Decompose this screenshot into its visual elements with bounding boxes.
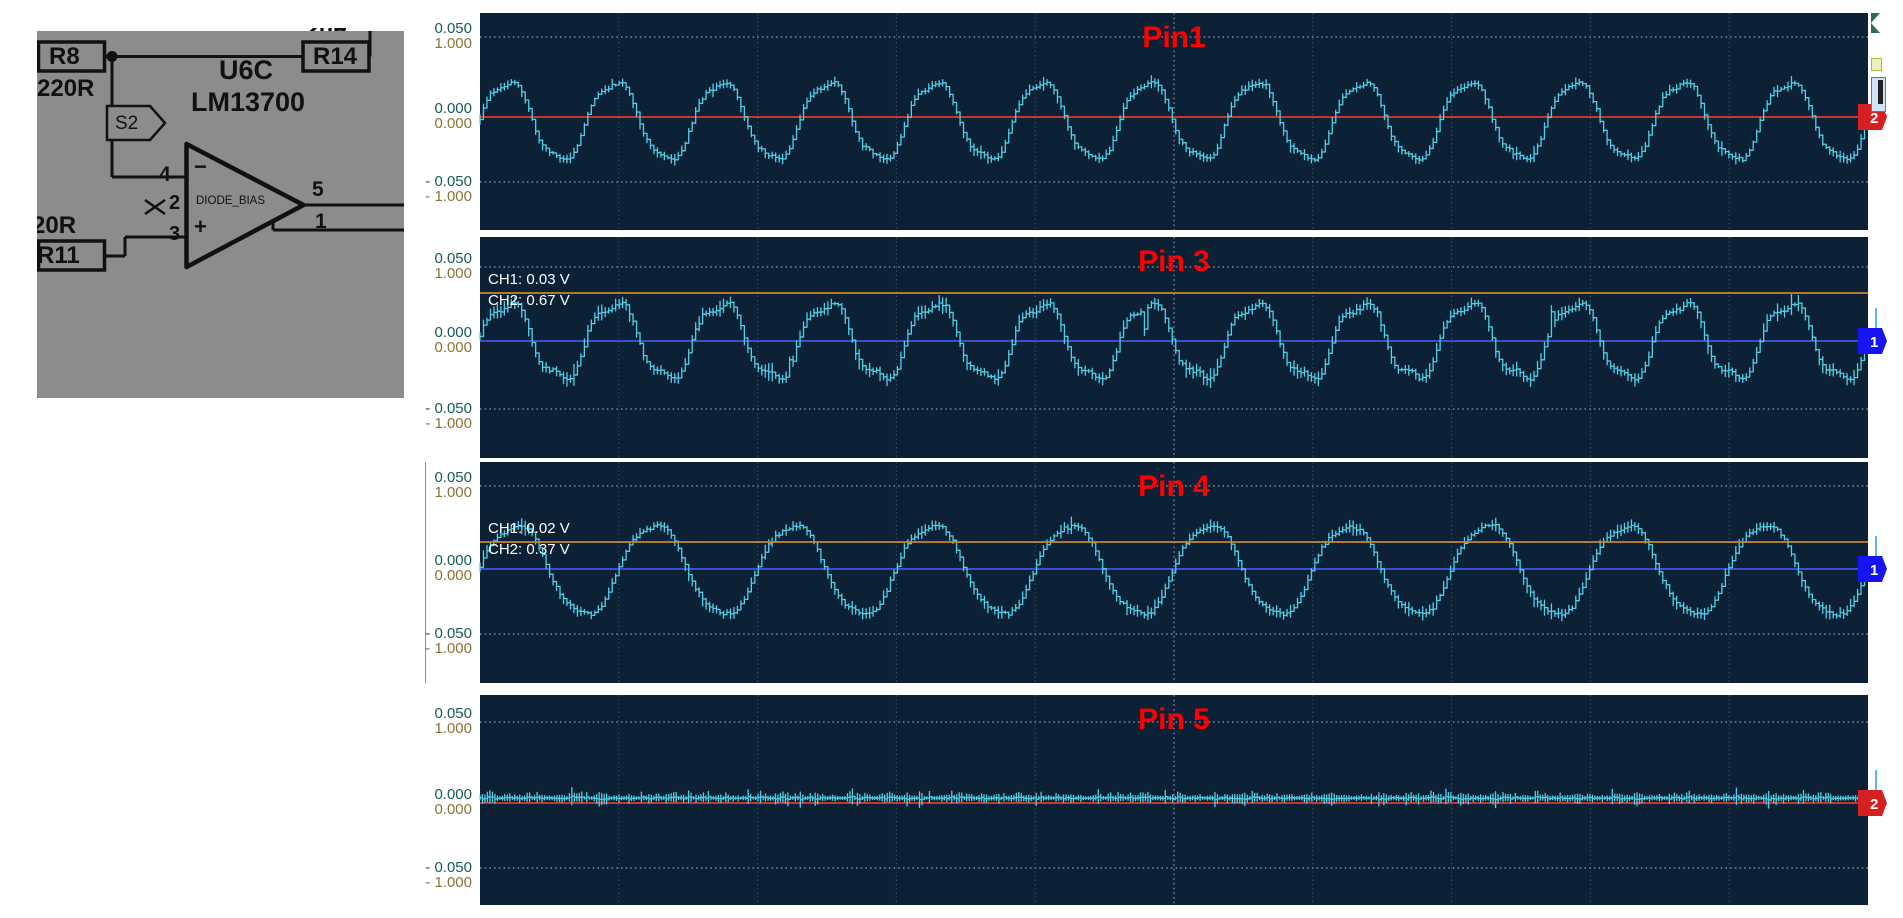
svg-text:4: 4 [159, 163, 171, 186]
svg-text:220R: 220R [37, 75, 94, 102]
svg-text:S2: S2 [115, 113, 138, 134]
svg-text:CH1: 0.02 V: CH1: 0.02 V [488, 520, 570, 537]
svg-text:20R: 20R [37, 212, 76, 239]
svg-text:CH2: 0.67 V: CH2: 0.67 V [488, 292, 570, 309]
svg-text:1: 1 [315, 210, 327, 233]
svg-text:U6C: U6C [219, 55, 273, 85]
svg-text:R8: R8 [49, 43, 80, 70]
svg-text:+: + [194, 214, 207, 239]
svg-text:1: 1 [1870, 562, 1878, 579]
svg-text:−: − [194, 154, 207, 179]
svg-text:2: 2 [169, 192, 180, 214]
svg-text:CH2: 0.37 V: CH2: 0.37 V [488, 541, 570, 558]
svg-text:3: 3 [169, 223, 180, 245]
svg-text:5: 5 [312, 178, 324, 201]
svg-text:DIODE_BIAS: DIODE_BIAS [196, 195, 265, 207]
svg-text:R14: R14 [313, 43, 358, 70]
svg-text:R11: R11 [37, 242, 80, 269]
svg-text:1: 1 [1870, 334, 1878, 351]
svg-text:LM13700: LM13700 [191, 87, 305, 117]
svg-text:2: 2 [1870, 110, 1878, 127]
svg-text:2: 2 [1870, 796, 1878, 813]
